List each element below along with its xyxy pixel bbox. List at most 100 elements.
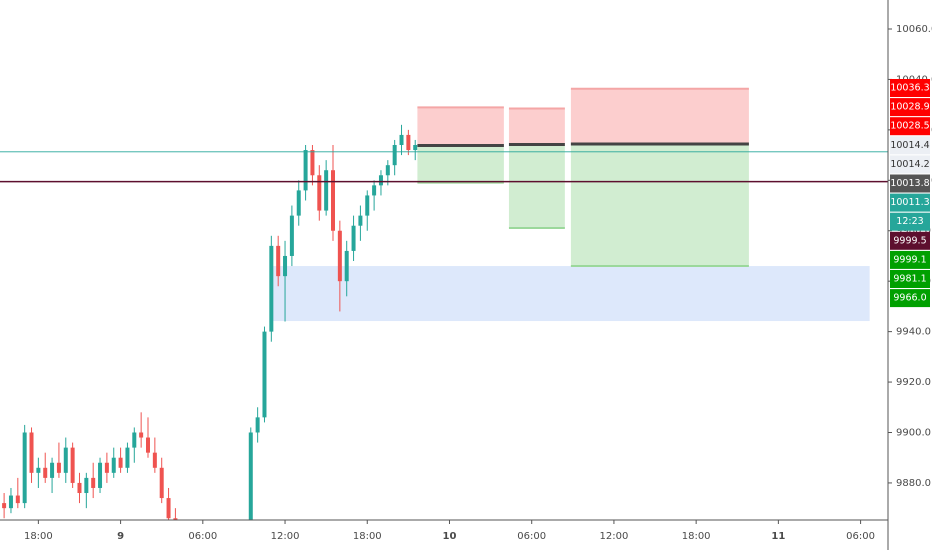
candle-body	[166, 498, 171, 519]
candle-body	[77, 482, 82, 494]
price-badge-label: 9999.5	[893, 235, 926, 246]
price-badge	[890, 174, 930, 193]
reward-zone	[508, 144, 565, 228]
candle-body	[344, 250, 349, 282]
candle-body	[15, 495, 20, 504]
axes: 10060.010040.010020.010000.09980.09960.0…	[24, 24, 932, 542]
price-badge-label: 12:23	[896, 216, 923, 227]
candle-body	[139, 432, 144, 438]
price-badge	[890, 212, 930, 231]
candle-body	[372, 185, 377, 196]
price-badge-label: 9966.0	[893, 293, 926, 304]
x-tick-label: 10	[443, 531, 457, 542]
candle-body	[132, 432, 137, 448]
price-badge	[890, 250, 930, 269]
y-tick-label: 9980.0	[896, 226, 931, 237]
candle-body	[173, 518, 178, 520]
candle-body	[385, 165, 390, 176]
price-badge-label: 10036.3	[890, 83, 929, 94]
candle-body	[159, 467, 164, 499]
candle-body	[276, 245, 281, 277]
x-tick-label: 12:00	[271, 531, 300, 542]
candle-body	[310, 150, 315, 176]
candle-body	[152, 452, 157, 468]
candle-body	[111, 457, 116, 473]
candle-body	[413, 145, 418, 151]
price-badge	[890, 270, 930, 288]
candle-body	[317, 175, 322, 211]
price-badge-label: 10028.5	[890, 121, 929, 132]
candle-body	[8, 495, 13, 509]
price-badge	[890, 193, 930, 212]
candle-body	[84, 477, 89, 494]
price-badge-label: 10028.9	[890, 102, 929, 113]
risk-zone	[508, 108, 565, 145]
risk-zone	[417, 107, 504, 146]
candle-body	[392, 145, 397, 166]
x-tick-label: 06:00	[517, 531, 546, 542]
price-badge-label: 10014.2	[890, 159, 929, 170]
price-badge-label: 10011.3	[890, 197, 929, 208]
price-badge-label: 9981.1	[893, 274, 926, 285]
candle-body	[283, 255, 288, 277]
candle-body	[248, 432, 253, 520]
y-tick-label: 9940.0	[896, 327, 931, 338]
price-badge	[890, 136, 930, 155]
candle-body	[262, 331, 267, 418]
candle-body	[70, 447, 75, 483]
price-badge	[890, 231, 930, 250]
candle-body	[43, 467, 48, 478]
candle-body	[296, 190, 301, 216]
reward-zone	[570, 143, 749, 267]
candle-body	[63, 447, 68, 473]
candle-body	[269, 245, 274, 332]
candle-body	[29, 432, 34, 473]
plot-area	[0, 87, 888, 520]
price-badge	[890, 98, 930, 117]
candle-body	[331, 170, 335, 231]
candle-body	[358, 215, 363, 226]
price-badge	[890, 79, 930, 97]
y-tick-label: 10060.0	[896, 24, 932, 35]
candle-body	[351, 225, 356, 251]
x-tick-label: 18:00	[24, 531, 53, 542]
price-badge-label: 9999.1	[893, 254, 926, 265]
reward-zone	[417, 145, 504, 183]
risk-zone	[570, 88, 749, 144]
candle-body	[378, 175, 383, 186]
candle-body	[91, 477, 96, 488]
candle-body	[118, 457, 123, 468]
price-badge-label: 10014.4	[890, 140, 929, 151]
candle-body	[56, 462, 61, 473]
candle-body	[125, 447, 130, 468]
y-tick-label: 9920.0	[896, 377, 931, 388]
x-tick-label: 9	[117, 531, 124, 542]
x-tick-label: 11	[771, 531, 785, 542]
candle-body	[146, 437, 150, 453]
candle-body	[104, 462, 109, 473]
x-tick-label: 18:00	[353, 531, 382, 542]
candle-body	[2, 503, 7, 509]
price-badge	[890, 117, 930, 136]
candle-body	[337, 230, 342, 282]
x-tick-label: 18:00	[682, 531, 711, 542]
candle-body	[22, 432, 27, 504]
candle-body	[255, 417, 260, 433]
candle-body	[50, 462, 55, 478]
price-badge	[890, 289, 930, 308]
x-tick-label: 06:00	[188, 531, 217, 542]
price-badge-label: 10013.8	[890, 178, 929, 189]
x-tick-label: 06:00	[846, 531, 875, 542]
candle-body	[365, 195, 370, 216]
candle-body	[36, 467, 41, 473]
y-tick-label: 9880.0	[896, 478, 931, 489]
candle-body	[303, 150, 308, 191]
candle-body	[399, 134, 404, 146]
candle-body	[406, 134, 411, 151]
candle-body	[324, 170, 329, 211]
candle-body	[289, 215, 294, 256]
y-tick-label: 9900.0	[896, 427, 931, 438]
zone	[272, 266, 870, 322]
candle-body	[98, 462, 103, 488]
